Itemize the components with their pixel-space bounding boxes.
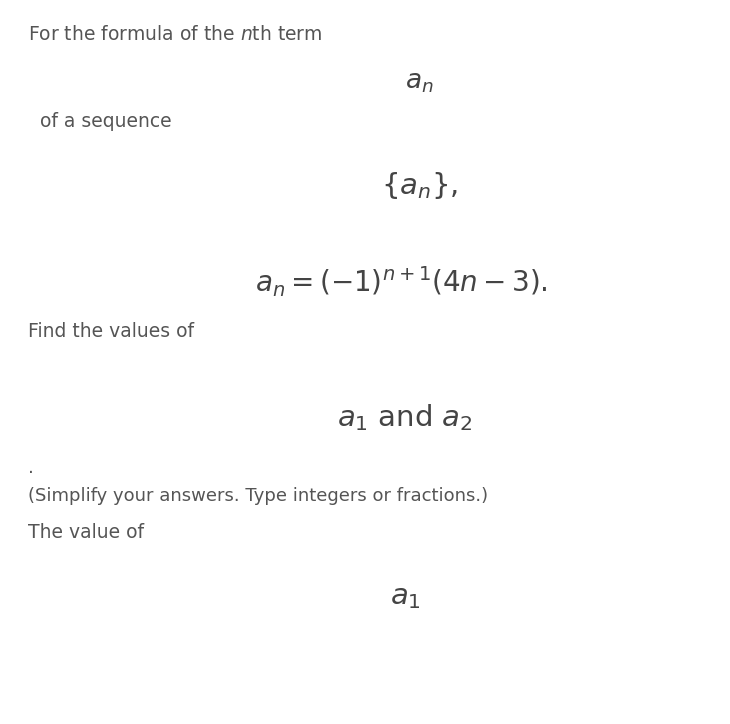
Text: The value of: The value of: [28, 523, 144, 542]
Text: Find the values of: Find the values of: [28, 322, 193, 341]
Text: $a_1$ and $a_2$: $a_1$ and $a_2$: [337, 402, 473, 433]
Text: For the formula of the $n$th term: For the formula of the $n$th term: [28, 25, 322, 44]
Text: $\{a_n\},$: $\{a_n\},$: [381, 170, 458, 201]
Text: of a sequence: of a sequence: [40, 112, 172, 131]
Text: $a_n$: $a_n$: [405, 69, 434, 95]
Text: (Simplify your answers. Type integers or fractions.): (Simplify your answers. Type integers or…: [28, 487, 488, 505]
Text: .: .: [28, 458, 34, 476]
Text: $a_1$: $a_1$: [390, 583, 420, 611]
Text: $a_n = (-1)^{n+1}(4n - 3).$: $a_n = (-1)^{n+1}(4n - 3).$: [255, 264, 548, 299]
